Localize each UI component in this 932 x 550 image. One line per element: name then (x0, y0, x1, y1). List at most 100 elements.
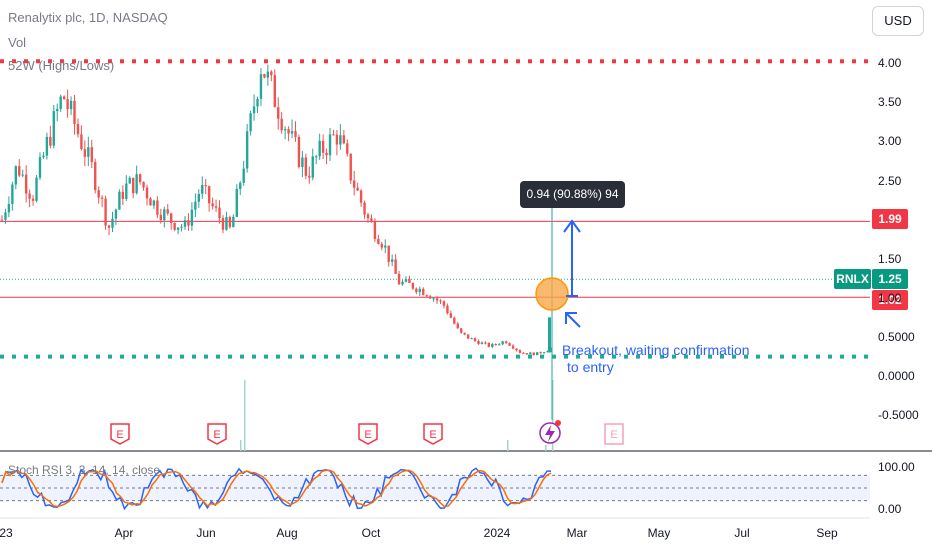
candle-body (256, 99, 258, 107)
candle-body (246, 131, 248, 168)
time-axis-tick: Jul (734, 526, 749, 540)
candle-body (108, 226, 110, 228)
candle-body (481, 343, 483, 345)
candle-body (173, 223, 175, 230)
earnings-marker-icon[interactable]: E (110, 423, 130, 445)
candle-body (194, 202, 196, 210)
candle-body (360, 191, 362, 203)
candle-body (529, 353, 531, 355)
symbol-legend[interactable]: Renalytix plc, 1D, NASDAQ (8, 10, 168, 25)
candle-body (42, 156, 44, 158)
annotation-line-2[interactable]: to entry (567, 359, 614, 376)
candle-body (453, 318, 455, 324)
candle-body (470, 338, 472, 339)
candle-body (443, 301, 445, 305)
lightning-icon[interactable] (540, 420, 561, 443)
candle-body (318, 141, 320, 156)
candle-body (343, 135, 345, 143)
candle-body (56, 109, 58, 111)
time-axis-tick: 2024 (484, 526, 511, 540)
candle-body (477, 341, 479, 344)
earnings-marker-label: E (364, 429, 371, 441)
candle-body (211, 203, 213, 206)
measure-tooltip: 0.94 (90.88%) 94 (520, 181, 625, 208)
candle-body (329, 134, 331, 155)
candle-body (467, 334, 469, 338)
volume-bar (240, 440, 242, 451)
candle-body (163, 209, 165, 220)
candle-body (135, 174, 137, 193)
price-axis-tick: 0.0000 (878, 369, 915, 383)
candle-body (422, 289, 424, 295)
price-axis-tick: 1.50 (878, 252, 901, 266)
candle-body (184, 220, 186, 227)
candle-body (463, 333, 465, 335)
candle-body (142, 182, 144, 187)
candle-body (287, 129, 289, 133)
candle-body (450, 313, 452, 318)
price-axis-tick: 4.00 (878, 56, 901, 70)
candle-body (536, 352, 538, 355)
candle-body (156, 201, 158, 215)
earnings-marker-icon[interactable]: E (604, 423, 624, 445)
candle-body (522, 353, 524, 354)
earnings-marker-icon[interactable]: E (207, 423, 227, 445)
candle-body (11, 184, 13, 203)
candle-body (356, 188, 358, 191)
candle-body (101, 198, 103, 199)
candle-body (25, 175, 27, 194)
candle-body (325, 153, 327, 155)
currency-button[interactable]: USD (872, 6, 924, 36)
candle-body (139, 174, 141, 182)
candle-body (336, 135, 338, 145)
candle-body (215, 206, 217, 207)
candle-body (70, 101, 72, 109)
candle-body (180, 227, 182, 228)
candle-body (274, 75, 276, 107)
annotation-line-1[interactable]: Breakout, waiting confirmation (562, 342, 750, 359)
candle-body (284, 129, 286, 130)
candle-body (543, 352, 545, 353)
pointer-arrow-shaft (566, 313, 580, 327)
notification-dot (555, 420, 561, 426)
candle-body (146, 187, 148, 198)
time-axis-tick: 23 (0, 526, 13, 540)
candle-body (104, 199, 106, 226)
candle-body (49, 137, 51, 146)
volume-legend[interactable]: Vol (8, 35, 26, 50)
candle-body (46, 137, 48, 156)
candle-body (129, 178, 131, 184)
breakout-candle (548, 317, 551, 352)
stoch-axis-tick: 100.00 (878, 460, 915, 474)
candle-body (505, 341, 507, 343)
candle-body (91, 147, 93, 162)
earnings-marker-label: E (429, 429, 436, 441)
earnings-marker-icon[interactable]: E (358, 423, 378, 445)
candle-body (232, 217, 234, 227)
candle-body (474, 338, 476, 341)
candle-body (118, 192, 120, 210)
candle-body (177, 227, 179, 229)
level-badge-upper: 1.99 (872, 209, 908, 229)
candle-body (77, 124, 79, 134)
candle-body (508, 343, 510, 346)
stoch-axis-tick: 0.00 (878, 502, 901, 516)
highs-lows-legend[interactable]: 52W (Highs/Lows) (8, 58, 114, 73)
time-axis-tick: Aug (276, 526, 297, 540)
volume-bar (507, 440, 509, 451)
price-axis-tick: 1.00 (878, 291, 901, 305)
candle-body (298, 137, 300, 167)
candle-body (374, 222, 376, 239)
candle-body (167, 209, 169, 213)
candle-body (73, 101, 75, 124)
candle-body (526, 353, 528, 354)
candle-body (377, 239, 379, 244)
candle-body (35, 178, 37, 201)
candle-body (405, 279, 407, 282)
candle-body (436, 298, 438, 300)
candle-body (149, 198, 151, 205)
candle-body (432, 298, 434, 299)
candle-body (332, 134, 334, 135)
stoch-rsi-legend[interactable]: Stoch RSI 3, 3, 14, 14, close (8, 463, 160, 477)
earnings-marker-icon[interactable]: E (423, 423, 443, 445)
